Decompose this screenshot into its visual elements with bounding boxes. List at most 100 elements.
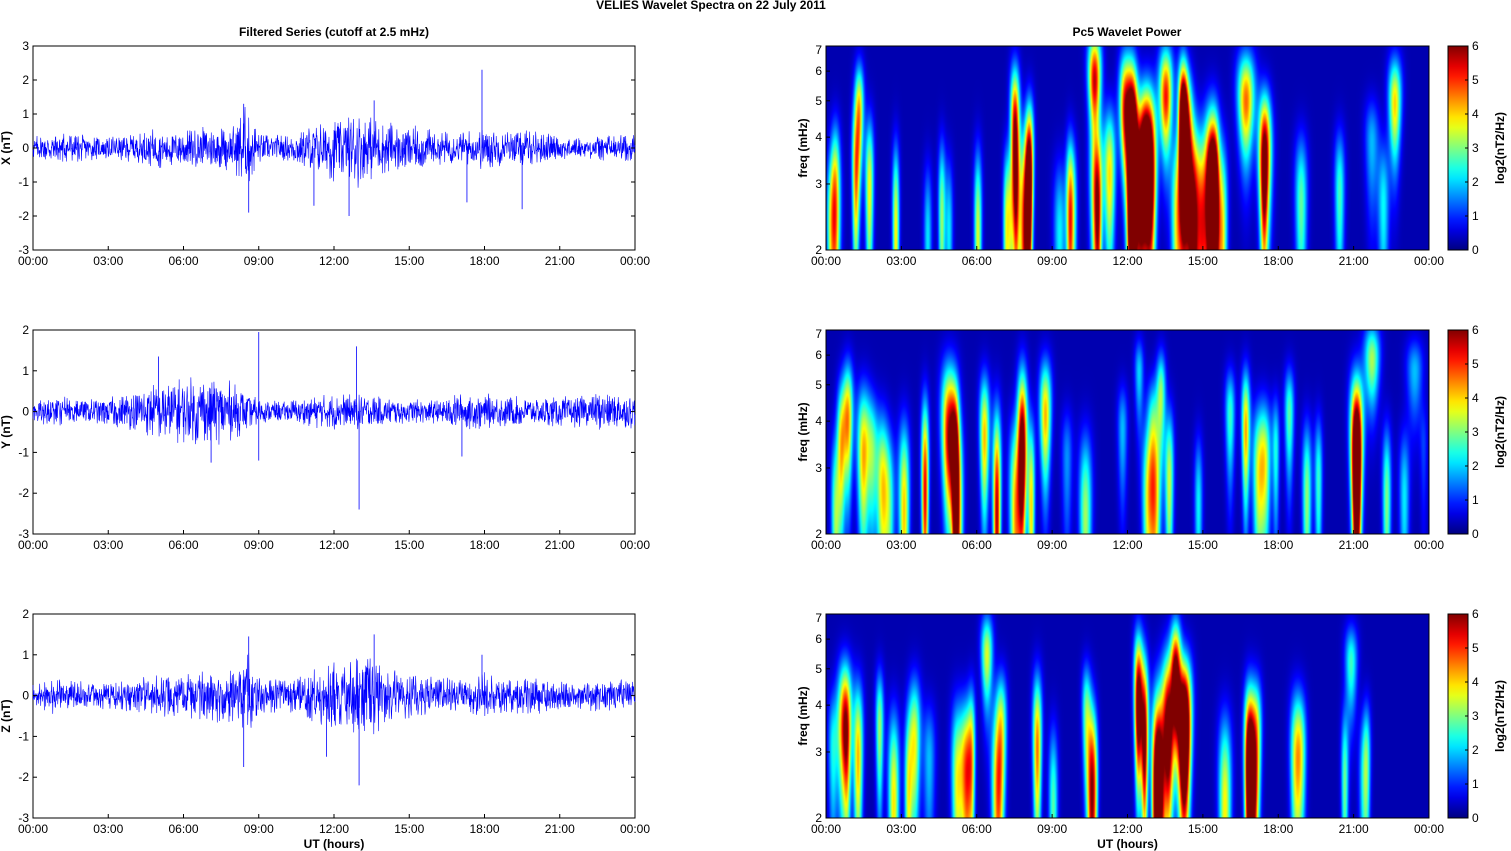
ytick-label: 1	[22, 648, 29, 662]
spec-xtick-label: 12:00	[1112, 822, 1142, 836]
spec-xtick-label: 06:00	[962, 822, 992, 836]
spec-xtick-label: 00:00	[1414, 822, 1444, 836]
ytick-label: 6	[815, 348, 822, 362]
colorbar-tick-label: 4	[1472, 391, 1479, 405]
ytick-label: -2	[18, 209, 29, 223]
ts-xtick-label: 00:00	[18, 822, 48, 836]
ts-xtick-label: 06:00	[168, 822, 198, 836]
ylabel-y: Y (nT)	[0, 415, 13, 449]
colorbar-tick-label: 0	[1472, 243, 1479, 257]
ytick-label: 4	[815, 698, 822, 712]
spec-xtick-label: 00:00	[811, 822, 841, 836]
spec-xtick-label: 18:00	[1263, 538, 1293, 552]
ytick-label: 3	[815, 461, 822, 475]
ts-xtick-label: 18:00	[469, 822, 499, 836]
spec-xtick-label: 21:00	[1339, 538, 1369, 552]
spec-xtick-label: 18:00	[1263, 254, 1293, 268]
colorbar-tick-label: 5	[1472, 73, 1479, 87]
spec-xtick-label: 00:00	[1414, 538, 1444, 552]
colorbar-tick-label: 0	[1472, 811, 1479, 825]
ytick-label: 6	[815, 64, 822, 78]
ytick-label: 4	[815, 414, 822, 428]
ytick-label: 0	[22, 405, 29, 419]
colorbar-tick-label: 5	[1472, 641, 1479, 655]
ytick-label: 2	[22, 73, 29, 87]
ts-xtick-label: 21:00	[545, 254, 575, 268]
ts-xlabel: UT (hours)	[304, 837, 365, 851]
ts-xtick-label: 21:00	[545, 538, 575, 552]
colorbar-tick-label: 2	[1472, 459, 1479, 473]
time-series-panel-x: -3 -2 -1 0 1 2 3 X (nT) 00:00 03:00 06:00 09:00 12:0…	[0, 39, 650, 268]
ts-xtick-label: 09:00	[244, 538, 274, 552]
ylabel-z: Z (nT)	[0, 699, 13, 732]
ts-xtick-label: 06:00	[168, 254, 198, 268]
ts-xtick-label: 21:00	[545, 822, 575, 836]
ts-xtick-label: 00:00	[18, 254, 48, 268]
colorbar-tick-label: 4	[1472, 675, 1479, 689]
colorbar-tick-label: 2	[1472, 175, 1479, 189]
ytick-label: 3	[22, 39, 29, 53]
spec-xtick-label: 12:00	[1112, 538, 1142, 552]
ytick-label: 0	[22, 141, 29, 155]
ytick-label: 0	[22, 689, 29, 703]
ts-xtick-label: 18:00	[469, 254, 499, 268]
ts-xtick-label: 06:00	[168, 538, 198, 552]
wavelet-power-heatmap-y	[826, 330, 1429, 534]
ts-xtick-label: 00:00	[620, 822, 650, 836]
ts-xtick-label: 00:00	[620, 254, 650, 268]
ts-xtick-label: 00:00	[18, 538, 48, 552]
plot-frame	[32, 329, 636, 535]
ts-xtick-label: 12:00	[319, 254, 349, 268]
colorbar-tick-label: 0	[1472, 527, 1479, 541]
ytick-label: -1	[18, 729, 29, 743]
ytick-label: 2	[22, 323, 29, 337]
spec-xtick-label: 06:00	[962, 254, 992, 268]
wavelet-power-heatmap-x	[826, 46, 1429, 250]
ts-xtick-label: 00:00	[620, 538, 650, 552]
ts-xtick-label: 15:00	[394, 254, 424, 268]
ytick-label: -2	[18, 486, 29, 500]
ytick-label: -2	[18, 770, 29, 784]
colorbar-label: log2(nT2/Hz)	[1493, 680, 1507, 752]
colorbar-label: log2(nT2/Hz)	[1493, 396, 1507, 468]
signal-trace-x	[32, 106, 636, 188]
spec-xtick-label: 03:00	[886, 538, 916, 552]
freq-ylabel: freq (mHz)	[796, 686, 810, 745]
colorbar-tick-label: 1	[1472, 777, 1479, 791]
ts-xtick-label: 12:00	[319, 538, 349, 552]
freq-ylabel: freq (mHz)	[796, 402, 810, 461]
colorbar-label: log2(nT2/Hz)	[1493, 112, 1507, 184]
spec-xtick-label: 15:00	[1188, 538, 1218, 552]
time-series-panel-y: -3 -2 -1 0 1 2 Y (nT) 00:00 03:00 06:00 09:00 12:00…	[0, 323, 650, 552]
ytick-label: 2	[22, 607, 29, 621]
ts-xtick-label: 03:00	[93, 538, 123, 552]
panels: -3 -2 -1 0 1 2 3 X (nT) 00:00 03:00 06:00 09:00 12:0…	[0, 39, 1507, 851]
spec-xtick-label: 18:00	[1263, 822, 1293, 836]
spectra-title: Pc5 Wavelet Power	[1073, 25, 1182, 39]
spec-xtick-label: 15:00	[1188, 822, 1218, 836]
spec-xtick-label: 21:00	[1339, 254, 1369, 268]
spec-xtick-label: 15:00	[1188, 254, 1218, 268]
ylabel-x: X (nT)	[0, 131, 13, 165]
colorbar-tick-label: 6	[1472, 39, 1479, 53]
ytick-label: 5	[815, 378, 822, 392]
ytick-label: 6	[815, 632, 822, 646]
colorbar-tick-label: 1	[1472, 493, 1479, 507]
spectrogram-panel-y: 2 3 4 5 6 7 freq (mHz) 00:00 03:00 06:00 09:00 12:0…	[796, 323, 1507, 552]
ytick-label: 1	[22, 364, 29, 378]
ytick-label: 4	[815, 130, 822, 144]
colorbar-tick-label: 3	[1472, 709, 1479, 723]
spec-xtick-label: 03:00	[886, 822, 916, 836]
wavelet-power-heatmap-z	[826, 614, 1429, 818]
ts-xtick-label: 12:00	[319, 822, 349, 836]
ts-xtick-label: 09:00	[244, 822, 274, 836]
time-series-panel-z: -3 -2 -1 0 1 2 Z (nT) 00:00 03:00 06:00 09:00 12:00…	[0, 607, 650, 851]
ytick-label: 7	[815, 43, 822, 57]
ytick-label: -3	[18, 243, 29, 257]
colorbar-tick-label: 6	[1472, 607, 1479, 621]
time-series-title: Filtered Series (cutoff at 2.5 mHz)	[239, 25, 429, 39]
ytick-label: 5	[815, 662, 822, 676]
ytick-label: 5	[815, 94, 822, 108]
colorbar-tick-label: 1	[1472, 209, 1479, 223]
